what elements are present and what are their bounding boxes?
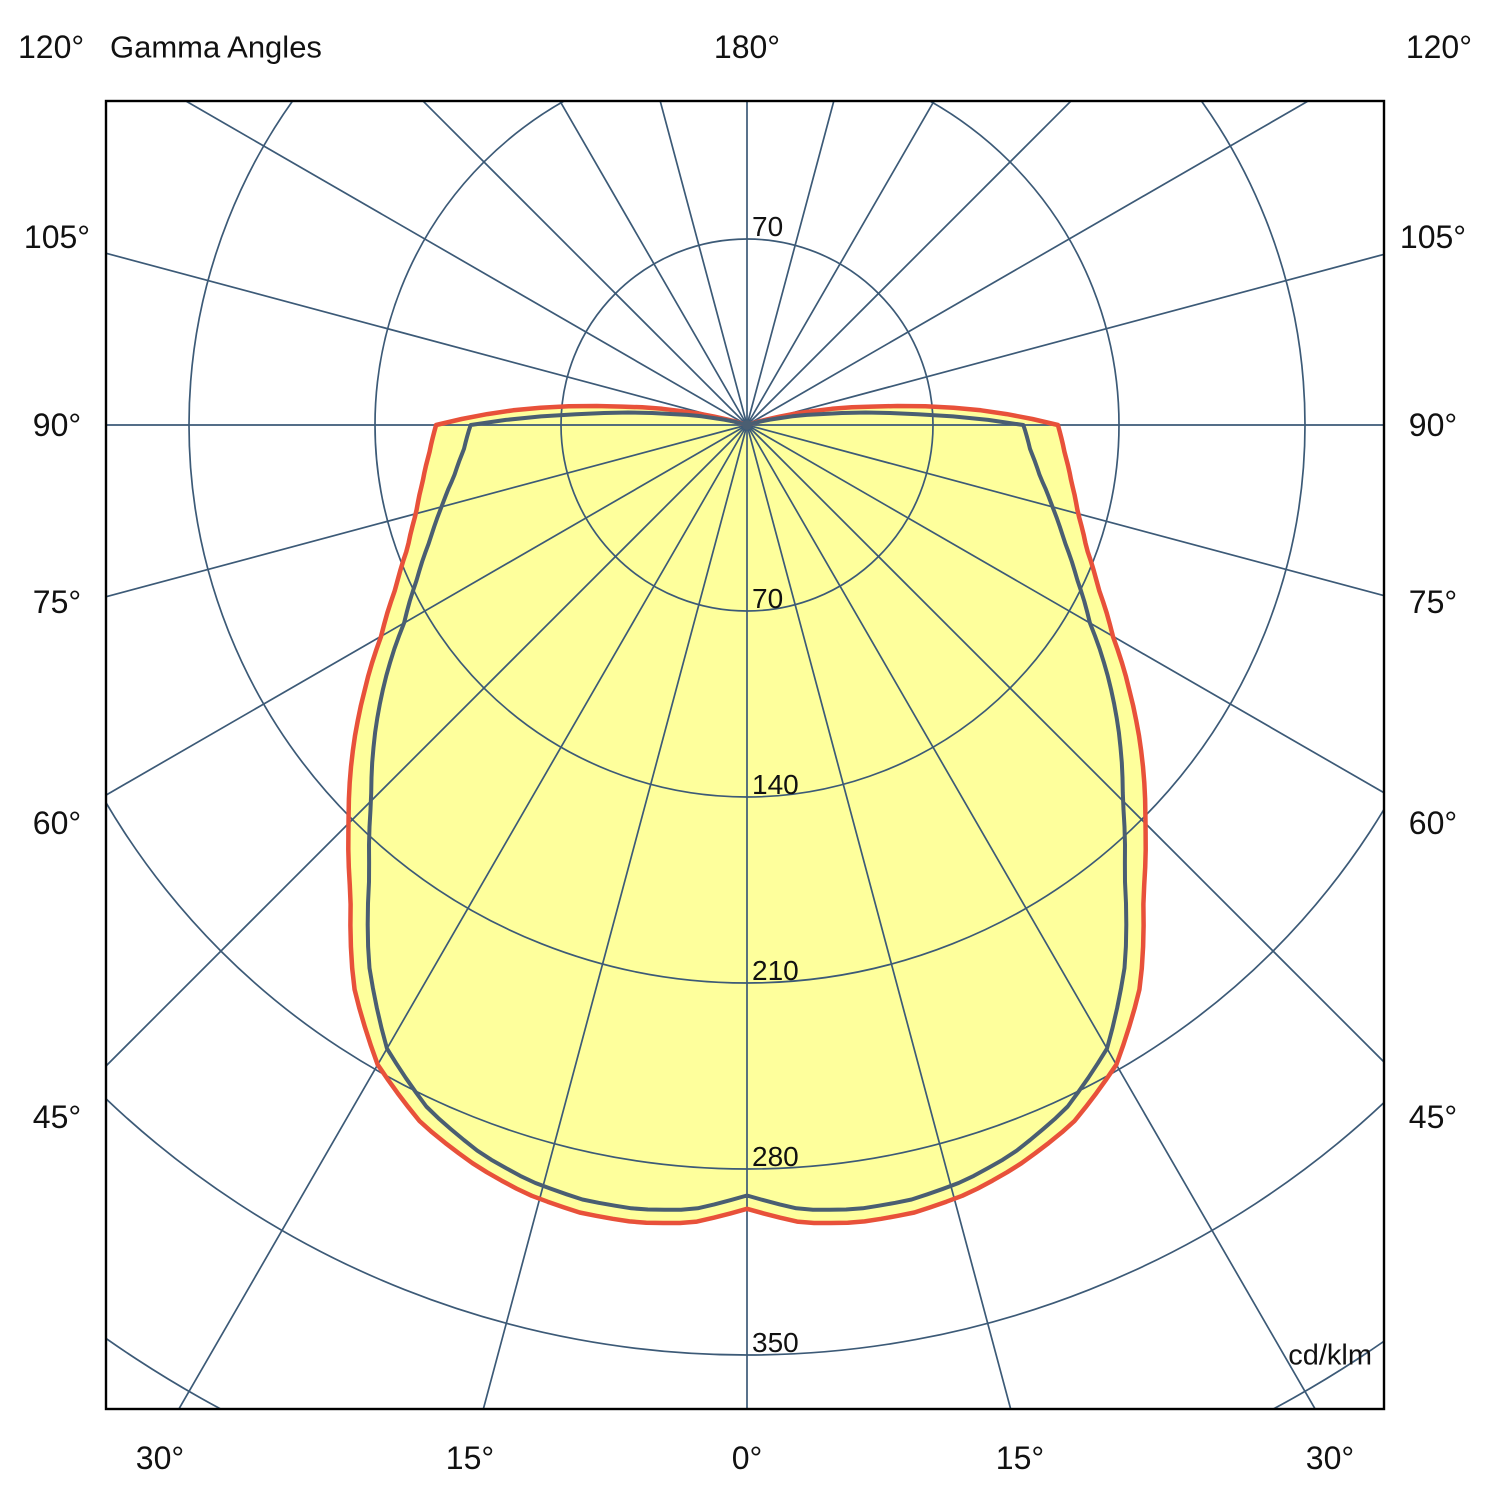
ring-label-140: 140 [752, 769, 799, 800]
plot-border [104, 99, 1386, 1411]
units-label: cd/klm [1288, 1339, 1372, 1372]
angle-label-bottom-15L: 15° [445, 1440, 495, 1476]
angle-label-bottom-15R: 15° [995, 1440, 1045, 1476]
angle-label-right-75: 75° [1408, 584, 1458, 620]
angle-label-top-left-120: 120° [18, 29, 85, 65]
angle-label-top-180: 180° [713, 29, 781, 65]
chart-title: Gamma Angles [110, 29, 322, 65]
angle-label-bottom-30R: 30° [1305, 1440, 1355, 1476]
angle-label-left-60: 60° [32, 805, 82, 841]
angle-label-left-90: 90° [32, 407, 82, 443]
ring-label-210: 210 [752, 955, 799, 986]
angle-label-top-right-120: 120° [1405, 29, 1472, 65]
angle-label-right-45: 45° [1408, 1099, 1458, 1135]
ring-label-70-above-pole: 70 [752, 211, 784, 242]
ring-label-70: 70 [752, 583, 784, 614]
angle-label-right-90: 90° [1408, 407, 1458, 443]
ring-label-350: 350 [752, 1327, 799, 1358]
angle-label-left-75: 75° [32, 584, 82, 620]
angle-label-left-45: 45° [32, 1099, 82, 1135]
angle-label-bottom-30L: 30° [135, 1440, 185, 1476]
intensity-curves [346, 403, 1148, 1226]
angle-label-right-105: 105° [1399, 219, 1467, 255]
angle-label-right-60: 60° [1408, 805, 1458, 841]
angle-label-left-105: 105° [23, 219, 91, 255]
angle-label-bottom-0: 0° [731, 1440, 763, 1476]
ring-label-280: 280 [752, 1141, 799, 1172]
